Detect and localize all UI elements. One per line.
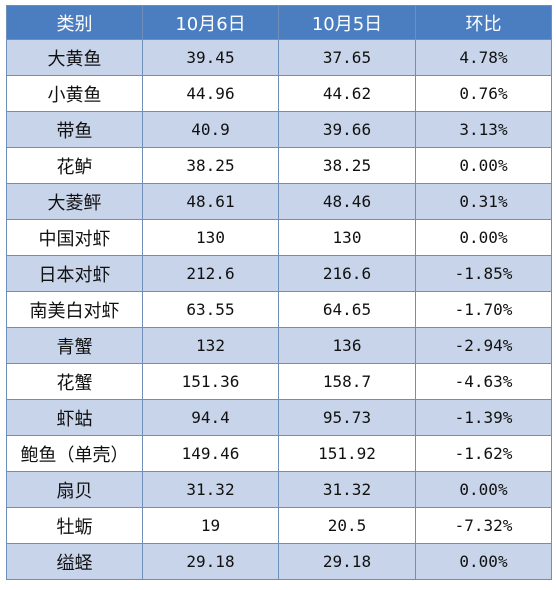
table-row: 牡蛎 19 20.5 -7.32% — [6, 507, 552, 544]
cell-change: -1.85% — [415, 255, 552, 292]
cell-oct-5: 29.18 — [278, 543, 416, 580]
price-table: 类别 10月6日 10月5日 环比 大黄鱼 39.45 37.65 4.78% … — [6, 5, 552, 580]
cell-oct-6: 130 — [142, 219, 279, 256]
cell-oct-6: 38.25 — [142, 147, 279, 184]
cell-oct-6: 48.61 — [142, 183, 279, 220]
cell-oct-5: 216.6 — [278, 255, 416, 292]
cell-oct-6: 132 — [142, 327, 279, 364]
table-row: 小黄鱼 44.96 44.62 0.76% — [6, 75, 552, 112]
table-row: 扇贝 31.32 31.32 0.00% — [6, 471, 552, 508]
cell-category: 花鲈 — [6, 147, 143, 184]
table-body: 大黄鱼 39.45 37.65 4.78% 小黄鱼 44.96 44.62 0.… — [6, 39, 552, 580]
cell-oct-5: 130 — [278, 219, 416, 256]
cell-oct-5: 64.65 — [278, 291, 416, 328]
cell-category: 扇贝 — [6, 471, 143, 508]
cell-category: 牡蛎 — [6, 507, 143, 544]
cell-category: 花蟹 — [6, 363, 143, 400]
cell-change: 0.00% — [415, 471, 552, 508]
header-oct-5: 10月5日 — [278, 5, 416, 40]
header-change: 环比 — [415, 5, 552, 40]
table-header: 类别 10月6日 10月5日 环比 — [6, 5, 552, 40]
cell-change: -1.62% — [415, 435, 552, 472]
cell-oct-5: 151.92 — [278, 435, 416, 472]
cell-oct-5: 158.7 — [278, 363, 416, 400]
cell-change: -4.63% — [415, 363, 552, 400]
cell-oct-6: 39.45 — [142, 39, 279, 76]
cell-category: 青蟹 — [6, 327, 143, 364]
cell-category: 小黄鱼 — [6, 75, 143, 112]
cell-category: 缢蛏 — [6, 543, 143, 580]
cell-change: 0.76% — [415, 75, 552, 112]
cell-category: 南美白对虾 — [6, 291, 143, 328]
table-row: 带鱼 40.9 39.66 3.13% — [6, 111, 552, 148]
cell-oct-6: 31.32 — [142, 471, 279, 508]
cell-oct-5: 37.65 — [278, 39, 416, 76]
cell-change: -1.70% — [415, 291, 552, 328]
cell-category: 虾蛄 — [6, 399, 143, 436]
cell-oct-5: 31.32 — [278, 471, 416, 508]
price-table-container: 类别 10月6日 10月5日 环比 大黄鱼 39.45 37.65 4.78% … — [6, 5, 552, 580]
cell-change: 0.00% — [415, 543, 552, 580]
cell-category: 日本对虾 — [6, 255, 143, 292]
table-row: 青蟹 132 136 -2.94% — [6, 327, 552, 364]
table-row: 大黄鱼 39.45 37.65 4.78% — [6, 39, 552, 76]
cell-oct-6: 40.9 — [142, 111, 279, 148]
cell-oct-6: 151.36 — [142, 363, 279, 400]
cell-oct-6: 63.55 — [142, 291, 279, 328]
cell-change: -7.32% — [415, 507, 552, 544]
cell-change: 0.31% — [415, 183, 552, 220]
cell-change: 0.00% — [415, 147, 552, 184]
table-row: 虾蛄 94.4 95.73 -1.39% — [6, 399, 552, 436]
header-category: 类别 — [6, 5, 143, 40]
cell-category: 中国对虾 — [6, 219, 143, 256]
cell-category: 带鱼 — [6, 111, 143, 148]
table-row: 南美白对虾 63.55 64.65 -1.70% — [6, 291, 552, 328]
cell-oct-6: 19 — [142, 507, 279, 544]
cell-oct-5: 38.25 — [278, 147, 416, 184]
cell-oct-5: 20.5 — [278, 507, 416, 544]
cell-oct-6: 44.96 — [142, 75, 279, 112]
cell-category: 大黄鱼 — [6, 39, 143, 76]
header-row: 类别 10月6日 10月5日 环比 — [6, 5, 552, 40]
cell-change: 4.78% — [415, 39, 552, 76]
table-row: 大菱鲆 48.61 48.46 0.31% — [6, 183, 552, 220]
cell-oct-5: 44.62 — [278, 75, 416, 112]
cell-change: 3.13% — [415, 111, 552, 148]
cell-oct-6: 94.4 — [142, 399, 279, 436]
cell-category: 大菱鲆 — [6, 183, 143, 220]
header-oct-6: 10月6日 — [142, 5, 279, 40]
cell-change: 0.00% — [415, 219, 552, 256]
cell-change: -1.39% — [415, 399, 552, 436]
cell-oct-5: 95.73 — [278, 399, 416, 436]
cell-category: 鲍鱼（单壳） — [6, 435, 143, 472]
table-row: 日本对虾 212.6 216.6 -1.85% — [6, 255, 552, 292]
cell-oct-6: 29.18 — [142, 543, 279, 580]
cell-oct-5: 136 — [278, 327, 416, 364]
table-row: 鲍鱼（单壳） 149.46 151.92 -1.62% — [6, 435, 552, 472]
cell-oct-5: 39.66 — [278, 111, 416, 148]
cell-oct-6: 212.6 — [142, 255, 279, 292]
cell-change: -2.94% — [415, 327, 552, 364]
table-row: 花蟹 151.36 158.7 -4.63% — [6, 363, 552, 400]
cell-oct-5: 48.46 — [278, 183, 416, 220]
table-row: 缢蛏 29.18 29.18 0.00% — [6, 543, 552, 580]
table-row: 花鲈 38.25 38.25 0.00% — [6, 147, 552, 184]
table-row: 中国对虾 130 130 0.00% — [6, 219, 552, 256]
cell-oct-6: 149.46 — [142, 435, 279, 472]
